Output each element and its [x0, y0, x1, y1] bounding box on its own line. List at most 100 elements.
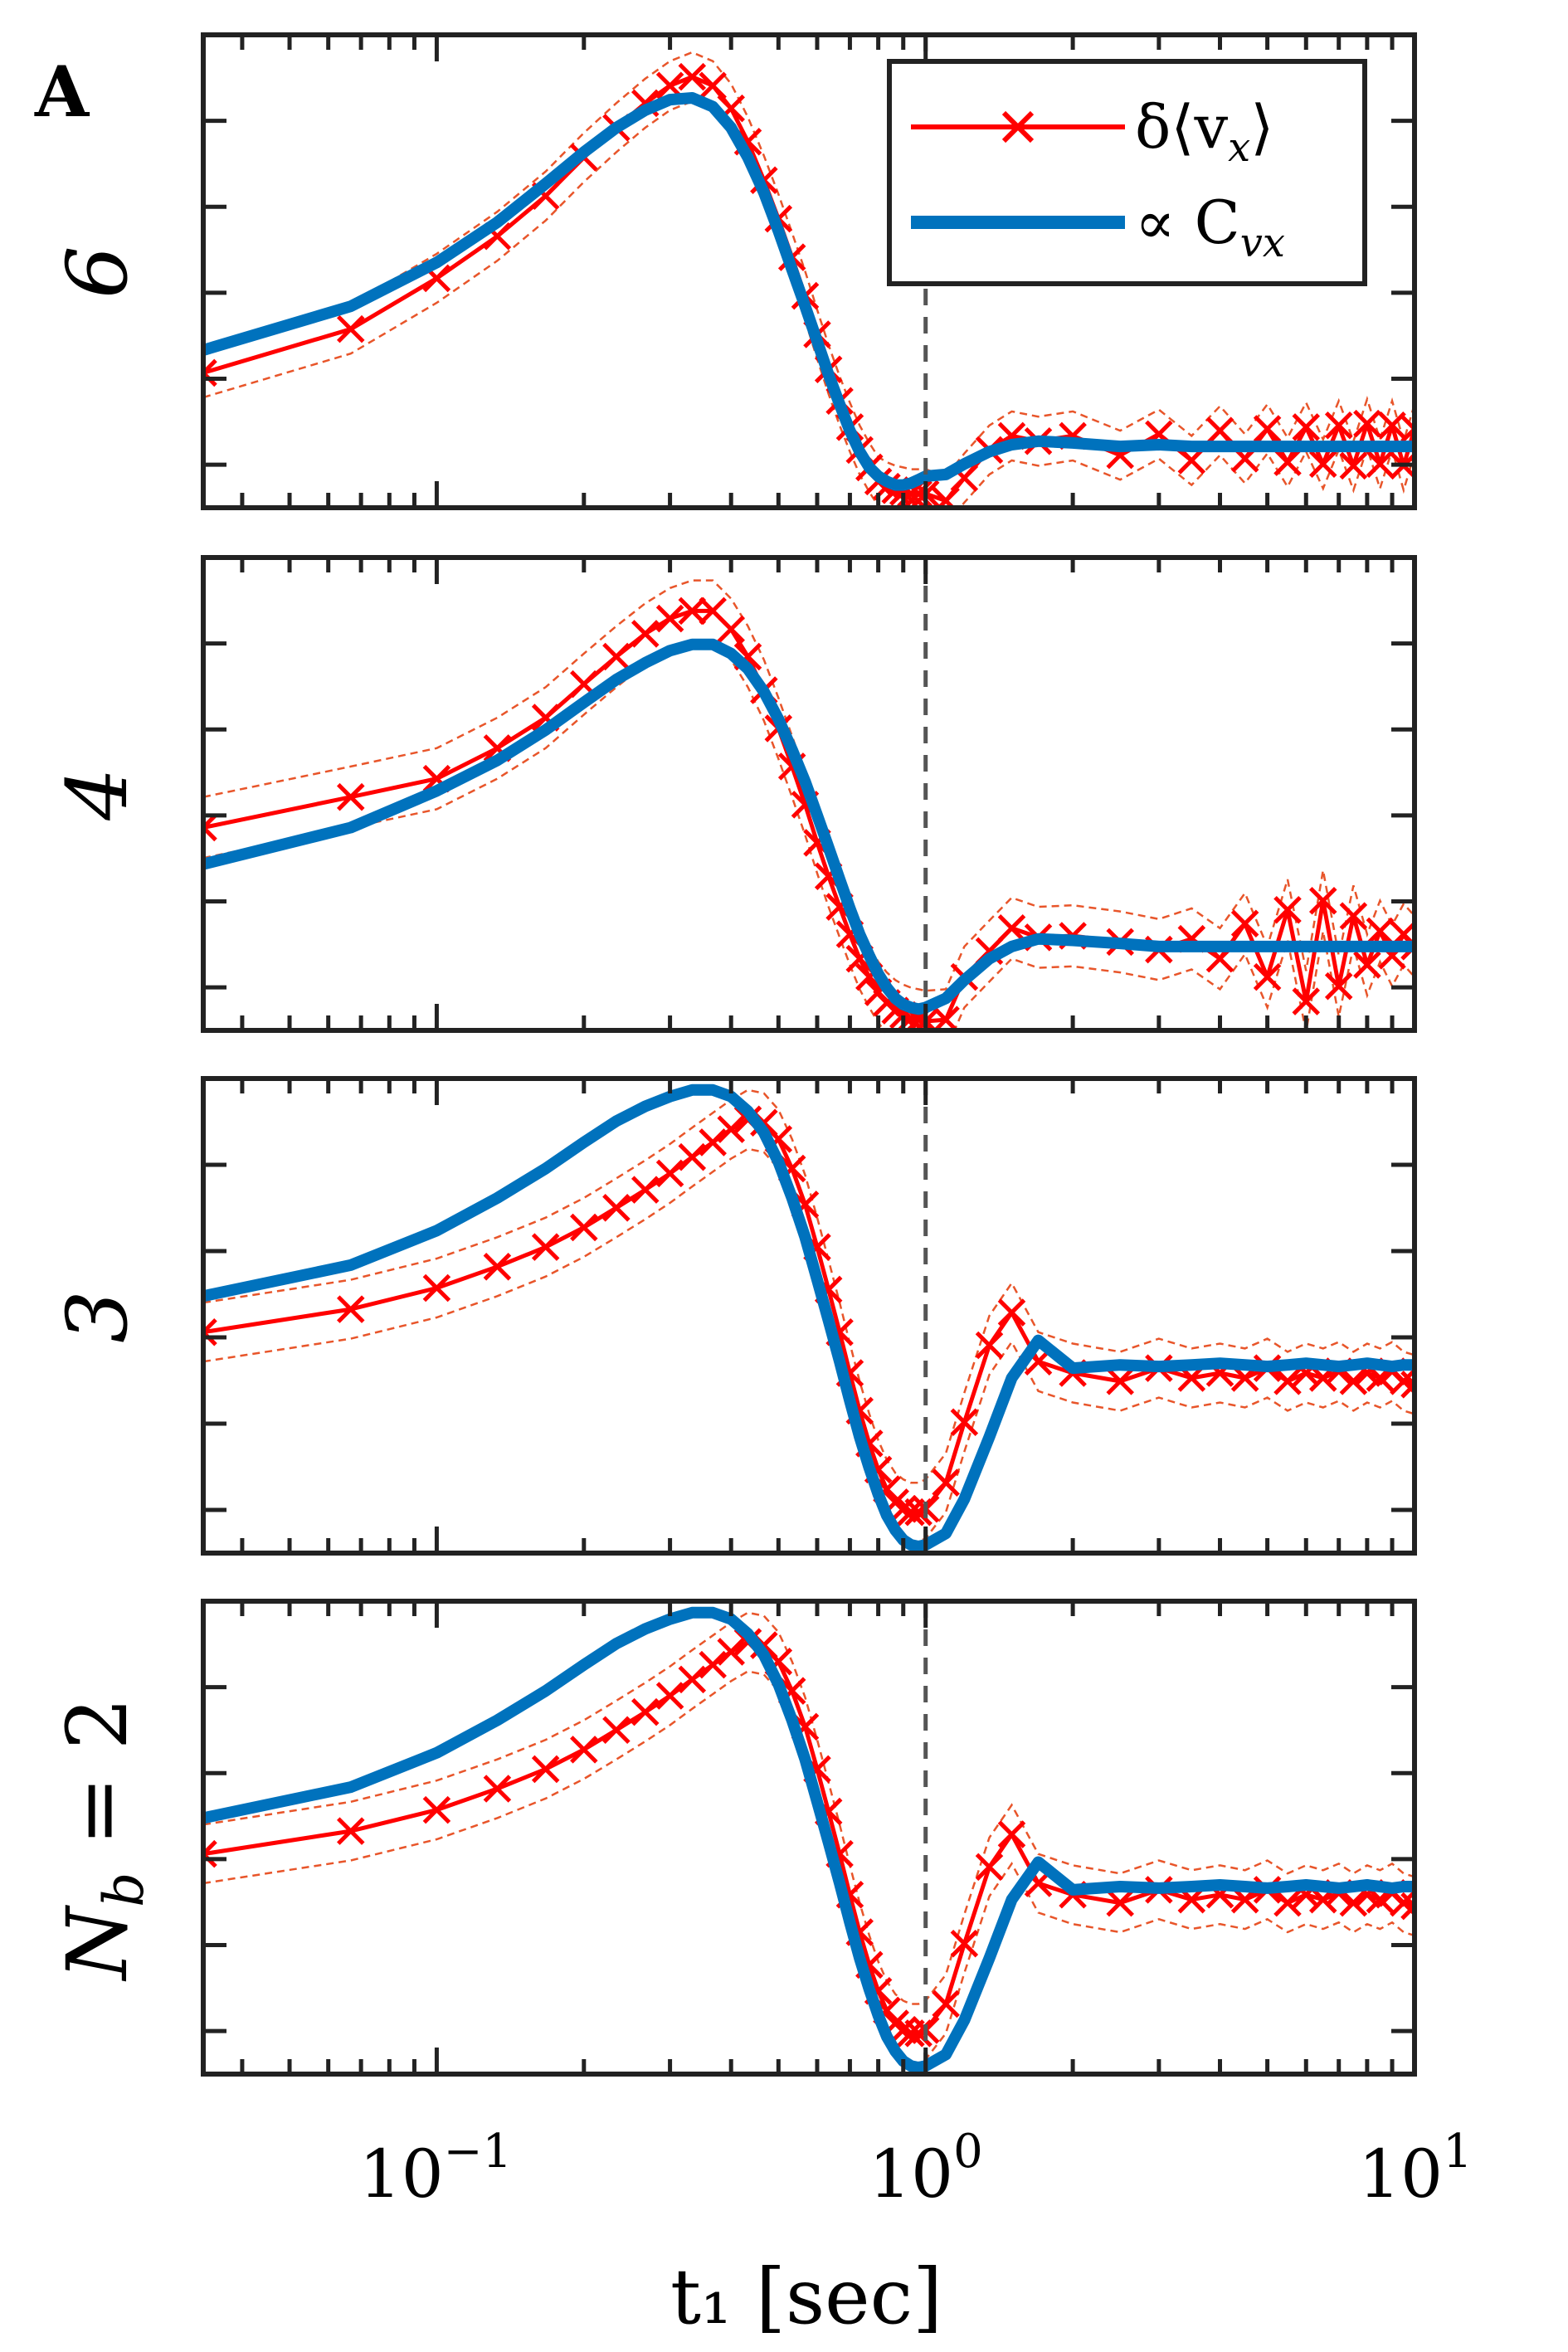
axes-frame — [201, 555, 1417, 1033]
x-tick-labels: 10−1 100 101 — [359, 2125, 1473, 2213]
measured-marker — [1366, 917, 1395, 946]
measured-marker — [1292, 987, 1321, 1015]
panel-2-axes — [201, 555, 1417, 1033]
panel-2-ylabel: 4 — [49, 767, 146, 821]
measured-marker — [950, 1929, 979, 1958]
error-band-lower — [203, 640, 1415, 1030]
measured-marker — [337, 782, 365, 811]
x-axis-label: t₁ [sec] — [670, 2252, 942, 2341]
correlation-line — [203, 1083, 1415, 1553]
error-band-lower — [203, 1147, 1415, 1543]
measured-marker — [975, 1853, 1004, 1882]
error-band-lower — [203, 1670, 1415, 2064]
measured-marker — [717, 615, 745, 644]
measured-marker — [932, 486, 960, 508]
measured-marker — [699, 1128, 727, 1157]
correlation-line — [203, 92, 1415, 491]
panel-3-plot — [203, 1083, 1415, 1553]
panel-label: A — [34, 51, 90, 133]
measured-marker — [975, 1331, 1004, 1360]
panel-4-axes — [201, 1599, 1417, 2077]
x-tick-label: 100 — [869, 2125, 982, 2213]
panel-4: Nb = 2 — [49, 1599, 1417, 2077]
measured-marker — [631, 1176, 660, 1204]
measured-marker — [1273, 448, 1302, 476]
measured-marker — [1273, 1888, 1302, 1917]
measured-marker — [483, 1775, 512, 1803]
error-band-upper — [203, 1611, 1415, 2005]
measured-marker — [1324, 411, 1353, 440]
measured-marker — [1106, 1367, 1134, 1395]
measured-marker — [1339, 902, 1368, 930]
measured-marker — [422, 1273, 451, 1303]
measured-line — [203, 1639, 1415, 2036]
panel-1-axes — [201, 32, 1417, 510]
measured-marker — [1339, 451, 1368, 480]
measured-marker — [570, 1213, 598, 1242]
measured-marker — [422, 1795, 451, 1824]
panel-2: 4 — [49, 555, 1417, 1033]
measured-marker — [602, 1716, 631, 1745]
measured-marker — [337, 314, 365, 343]
measured-marker — [631, 620, 660, 648]
panel-3-ylabel: 3 — [49, 1290, 146, 1343]
legend: δ⟨vx⟩ ∝ Cvx — [887, 59, 1367, 286]
measured-marker — [1106, 1888, 1134, 1917]
measured-marker — [1273, 1367, 1302, 1395]
measured-marker — [678, 62, 707, 91]
panel-4-plot — [203, 1606, 1415, 2074]
measured-marker — [717, 1115, 745, 1143]
measured-marker — [699, 71, 727, 100]
axes-frame — [201, 1076, 1417, 1556]
measured-marker — [570, 1736, 598, 1764]
measured-marker — [655, 1682, 684, 1710]
panel-1-ylabel: 6 — [49, 246, 146, 299]
legend-correlation-label: ∝ Cvx — [1135, 187, 1285, 266]
x-tick-label: 10−1 — [359, 2125, 512, 2213]
error-band-upper — [203, 1088, 1415, 1484]
measured-marker — [483, 1253, 512, 1281]
measured-marker — [950, 1408, 979, 1436]
measured-marker — [699, 1650, 727, 1679]
x-tick-label: 101 — [1358, 2125, 1472, 2213]
measured-marker — [655, 1159, 684, 1188]
measured-marker — [1308, 886, 1337, 915]
measured-marker — [997, 1298, 1026, 1327]
measured-marker — [1273, 895, 1302, 924]
panel-1: 6 — [49, 32, 1417, 510]
measured-marker — [1353, 409, 1381, 438]
measured-marker — [203, 813, 217, 842]
measured-marker — [1339, 1367, 1368, 1395]
legend-box — [887, 59, 1367, 286]
measured-marker — [337, 1295, 365, 1323]
measured-marker — [631, 1697, 660, 1726]
plot-area — [203, 51, 1415, 508]
plot-area — [203, 1606, 1415, 2074]
measured-marker — [1378, 411, 1406, 440]
measured-marker — [1366, 450, 1395, 478]
measured-marker — [1400, 933, 1415, 961]
axes-frame — [201, 32, 1417, 510]
measured-marker — [678, 597, 707, 626]
panel-2-plot — [203, 579, 1415, 1030]
measured-marker — [1353, 951, 1381, 979]
measured-marker — [678, 1665, 707, 1694]
error-band-upper — [203, 579, 1415, 992]
measured-marker — [1230, 909, 1259, 938]
measured-marker — [1400, 1892, 1415, 1921]
measured-marker — [531, 1755, 560, 1784]
measured-marker — [203, 1839, 217, 1868]
measured-marker — [1339, 1888, 1368, 1917]
measured-marker — [1400, 1371, 1415, 1399]
measured-marker — [1253, 962, 1282, 991]
measured-marker — [203, 1317, 217, 1346]
measured-marker — [602, 642, 631, 671]
measured-marker — [337, 1817, 365, 1845]
measured-marker — [1400, 415, 1415, 443]
correlation-line — [203, 638, 1415, 1015]
panel-3-axes — [201, 1076, 1417, 1556]
plot-area — [203, 1083, 1415, 1553]
measured-marker — [1292, 413, 1321, 441]
legend-measured-marker — [1001, 110, 1035, 144]
